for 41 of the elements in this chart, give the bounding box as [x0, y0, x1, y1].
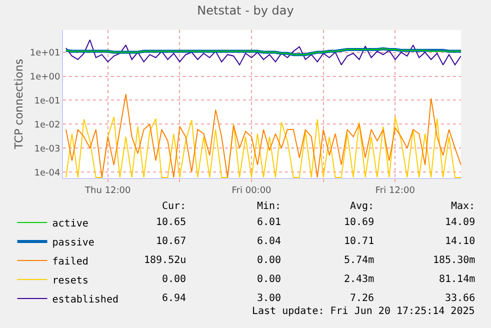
x-tick-label: Fri 12:00: [375, 186, 416, 196]
legend-label: established: [52, 294, 118, 306]
y-tick-label: 1e-04: [34, 168, 60, 178]
text: Cur:: [162, 201, 186, 212]
text: 6.94: [162, 293, 186, 304]
text: 14.09: [445, 217, 476, 228]
text: Max:: [451, 201, 476, 212]
text: 2.43m: [344, 274, 374, 285]
legend-label: failed: [52, 256, 88, 268]
text: 6.01: [257, 217, 282, 228]
text: 81.14m: [439, 274, 476, 285]
text: 189.52u: [144, 255, 186, 266]
text: 185.30m: [433, 255, 476, 266]
text: 33.66: [445, 293, 476, 304]
y-tick-label: 1e-03: [34, 144, 60, 154]
text: 14.10: [445, 236, 476, 247]
text: 6.04: [257, 236, 282, 247]
text: 5.74m: [344, 255, 374, 266]
text: 10.69: [344, 217, 374, 228]
x-tick-label: Fri 00:00: [232, 186, 272, 196]
text: 0.00: [257, 255, 282, 266]
x-tick-label: Thu 12:00: [84, 186, 132, 196]
text: 0.00: [162, 274, 186, 285]
text: 7.26: [350, 293, 374, 304]
text: 10.71: [344, 236, 374, 247]
chart-title: Netstat - by day: [197, 3, 294, 18]
y-tick-label: 1e+01: [30, 48, 60, 58]
y-tick-label: 1e-01: [34, 96, 60, 106]
legend-label: active: [52, 218, 88, 230]
text: 10.65: [156, 217, 186, 228]
text: Avg:: [350, 201, 374, 212]
text: Last update: Fri Jun 20 17:25:14 2025: [252, 306, 475, 317]
legend-label: resets: [52, 275, 88, 286]
legend-label: passive: [52, 237, 94, 248]
y-tick-label: 1e-02: [34, 120, 60, 130]
text: 3.00: [257, 293, 282, 304]
text: Min:: [257, 201, 282, 212]
text: 0.00: [257, 274, 282, 285]
y-axis-title: TCP connections: [12, 58, 26, 150]
y-tick-label: 1e+00: [30, 72, 60, 82]
text: 10.67: [156, 236, 186, 247]
